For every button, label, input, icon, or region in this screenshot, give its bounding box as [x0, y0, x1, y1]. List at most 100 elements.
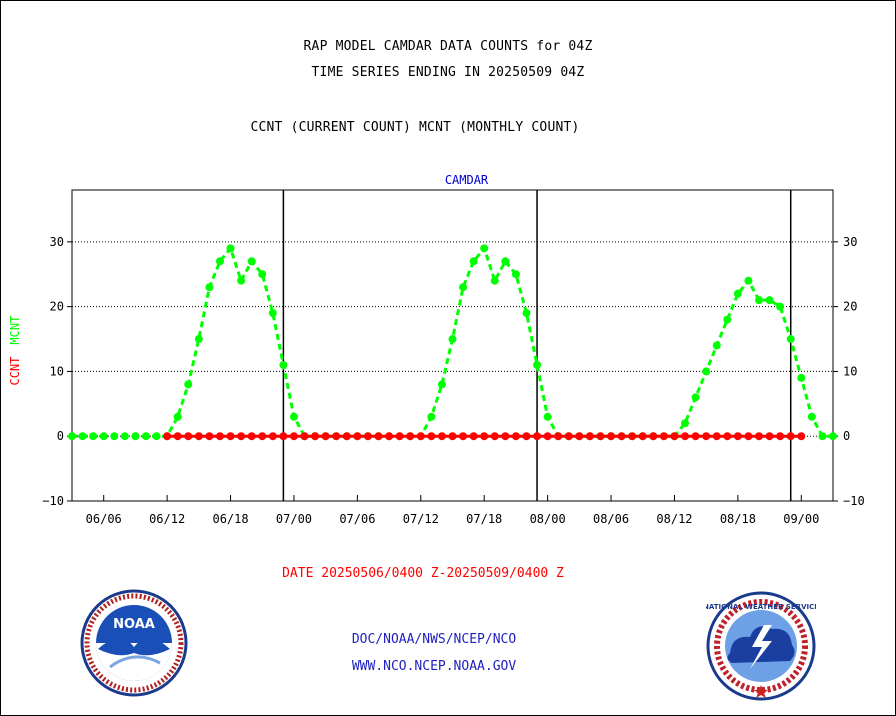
mcnt-point [723, 315, 732, 324]
y-tick-label-right: −10 [843, 494, 865, 508]
x-tick-label: 08/06 [593, 512, 629, 526]
ccnt-point [490, 432, 499, 441]
ccnt-point [237, 432, 246, 441]
mcnt-point [786, 335, 795, 344]
ccnt-point [374, 432, 383, 441]
ccnt-point [733, 432, 742, 441]
mcnt-point [522, 309, 531, 318]
mcnt-point [99, 432, 108, 441]
ccnt-point [628, 432, 637, 441]
x-tick-label: 08/18 [720, 512, 756, 526]
ccnt-point [226, 432, 235, 441]
ccnt-point [184, 432, 193, 441]
nws-logo: NATIONAL WEATHER SERVICE [706, 591, 816, 701]
mcnt-point [797, 373, 806, 382]
mcnt-point [490, 276, 499, 285]
x-tick-label: 07/06 [339, 512, 375, 526]
mcnt-point [173, 412, 182, 421]
ccnt-point [501, 432, 510, 441]
ccnt-point [691, 432, 700, 441]
y-axis-label-mcnt: MCNT [8, 316, 22, 345]
ccnt-point [342, 432, 351, 441]
ccnt-point [406, 432, 415, 441]
mcnt-point [215, 257, 224, 266]
ccnt-point [638, 432, 647, 441]
ccnt-point [300, 432, 309, 441]
mcnt-point [818, 432, 827, 441]
mcnt-point [691, 393, 700, 402]
series-legend-text: CCNT (CURRENT COUNT) MCNT (MONTHLY COUNT… [250, 120, 580, 135]
mcnt-point [184, 380, 193, 389]
ccnt-point [427, 432, 436, 441]
credit-agency: DOC/NOAA/NWS/NCEP/NCO [351, 632, 517, 647]
ccnt-point [797, 432, 806, 441]
mcnt-point [437, 380, 446, 389]
ccnt-point [755, 432, 764, 441]
ccnt-point [279, 432, 288, 441]
ccnt-point [247, 432, 256, 441]
y-tick-label-right: 10 [843, 364, 857, 378]
ccnt-point [395, 432, 404, 441]
ccnt-point [575, 432, 584, 441]
mcnt-point [755, 296, 764, 305]
mcnt-point [702, 367, 711, 376]
ccnt-point [712, 432, 721, 441]
mcnt-point [712, 341, 721, 350]
mcnt-point [120, 432, 129, 441]
ccnt-point [585, 432, 594, 441]
mcnt-point [279, 360, 288, 369]
noaa-logo: NOAA [80, 589, 188, 697]
ccnt-point [607, 432, 616, 441]
credit-website: WWW.NCO.NCEP.NOAA.GOV [351, 659, 517, 674]
mcnt-point [733, 289, 742, 298]
mcnt-point [448, 335, 457, 344]
ccnt-point [205, 432, 214, 441]
x-tick-label: 06/06 [86, 512, 122, 526]
mcnt-point [258, 270, 267, 279]
y-tick-label-left: 10 [50, 364, 64, 378]
ccnt-point [480, 432, 489, 441]
mcnt-point [68, 432, 76, 441]
mcnt-point [480, 244, 489, 253]
x-tick-label: 06/18 [212, 512, 248, 526]
mcnt-point [110, 432, 119, 441]
ccnt-point [215, 432, 224, 441]
ccnt-point [353, 432, 362, 441]
y-tick-label-left: 20 [50, 300, 64, 314]
mcnt-point [226, 244, 235, 253]
y-tick-label-left: 0 [57, 429, 64, 443]
nws-logo-text: NATIONAL WEATHER SERVICE [706, 603, 816, 611]
ccnt-point [723, 432, 732, 441]
y-axis-label-ccnt: CCNT [8, 357, 22, 386]
x-tick-label: 07/12 [403, 512, 439, 526]
ccnt-point [786, 432, 795, 441]
mcnt-point [681, 419, 690, 428]
ccnt-point [744, 432, 753, 441]
y-tick-label-right: 20 [843, 300, 857, 314]
ccnt-point [659, 432, 668, 441]
mcnt-point [205, 283, 214, 292]
y-tick-label-right: 30 [843, 235, 857, 249]
ccnt-point [617, 432, 626, 441]
ccnt-point [289, 432, 298, 441]
mcnt-point [511, 270, 520, 279]
panel-title: CAMDAR [445, 173, 489, 187]
mcnt-point [427, 412, 436, 421]
mcnt-point [194, 335, 203, 344]
mcnt-point [469, 257, 478, 266]
mcnt-point [78, 432, 87, 441]
ccnt-point [469, 432, 478, 441]
mcnt-point [829, 432, 837, 441]
ccnt-point [554, 432, 563, 441]
ccnt-point [416, 432, 425, 441]
mcnt-point [543, 412, 552, 421]
ccnt-point [321, 432, 330, 441]
ccnt-point [522, 432, 531, 441]
x-tick-label: 06/12 [149, 512, 185, 526]
ccnt-point [596, 432, 605, 441]
mcnt-point [533, 360, 542, 369]
mcnt-point [152, 432, 161, 441]
mcnt-point [744, 276, 753, 285]
mcnt-point [268, 309, 277, 318]
mcnt-point [776, 302, 785, 311]
